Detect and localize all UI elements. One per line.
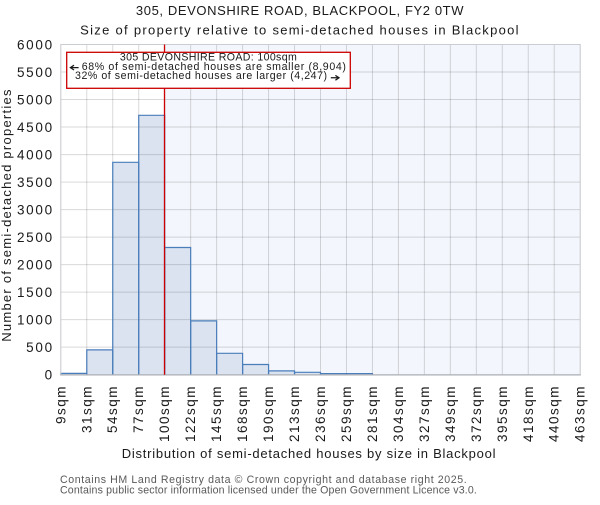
svg-text:305 DEVONSHIRE ROAD: 100sqm: 305 DEVONSHIRE ROAD: 100sqm [120, 52, 297, 64]
svg-text:Contains public sector informa: Contains public sector information licen… [60, 485, 477, 497]
svg-text:2000: 2000 [17, 258, 54, 273]
svg-text:Number of semi-detached proper: Number of semi-detached properties [0, 88, 14, 342]
svg-text:372sqm: 372sqm [469, 385, 484, 442]
svg-text:32% of semi-detached houses ar: 32% of semi-detached houses are larger (… [75, 70, 328, 82]
svg-text:100sqm: 100sqm [157, 385, 172, 442]
svg-text:190sqm: 190sqm [261, 385, 276, 442]
svg-text:395sqm: 395sqm [495, 385, 510, 442]
svg-text:Distribution of semi-detached: Distribution of semi-detached houses by … [122, 446, 496, 461]
svg-text:4500: 4500 [17, 120, 54, 135]
svg-text:349sqm: 349sqm [443, 385, 458, 442]
svg-text:463sqm: 463sqm [573, 385, 588, 442]
svg-text:440sqm: 440sqm [547, 385, 562, 442]
svg-text:327sqm: 327sqm [417, 385, 432, 442]
svg-text:Contains HM Land Registry data: Contains HM Land Registry data © Crown c… [60, 474, 467, 486]
svg-text:259sqm: 259sqm [339, 385, 354, 442]
svg-text:305, DEVONSHIRE ROAD, BLACKPOO: 305, DEVONSHIRE ROAD, BLACKPOOL, FY2 0TW [136, 3, 464, 18]
svg-text:31sqm: 31sqm [79, 385, 94, 433]
svg-text:68% of semi-detached houses ar: 68% of semi-detached houses are smaller … [82, 61, 347, 73]
svg-text:1500: 1500 [17, 285, 54, 300]
svg-text:54sqm: 54sqm [105, 385, 120, 433]
svg-text:4000: 4000 [17, 148, 54, 163]
svg-text:122sqm: 122sqm [183, 385, 198, 442]
svg-text:281sqm: 281sqm [365, 385, 380, 442]
svg-text:9sqm: 9sqm [53, 385, 68, 424]
svg-text:5000: 5000 [17, 92, 54, 107]
svg-text:168sqm: 168sqm [235, 385, 250, 442]
svg-text:145sqm: 145sqm [209, 385, 224, 442]
svg-text:77sqm: 77sqm [131, 385, 146, 433]
svg-text:236sqm: 236sqm [313, 385, 328, 442]
svg-text:6000: 6000 [17, 37, 54, 52]
svg-text:3000: 3000 [17, 203, 54, 218]
svg-text:0: 0 [45, 368, 54, 383]
svg-text:304sqm: 304sqm [391, 385, 406, 442]
svg-text:500: 500 [26, 340, 54, 355]
svg-text:2500: 2500 [17, 230, 54, 245]
svg-text:418sqm: 418sqm [521, 385, 536, 442]
svg-text:1000: 1000 [17, 313, 54, 328]
svg-text:213sqm: 213sqm [287, 385, 302, 442]
svg-text:5500: 5500 [17, 65, 54, 80]
svg-text:Size of property relative to s: Size of property relative to semi-detach… [80, 23, 520, 38]
svg-text:3500: 3500 [17, 175, 54, 190]
